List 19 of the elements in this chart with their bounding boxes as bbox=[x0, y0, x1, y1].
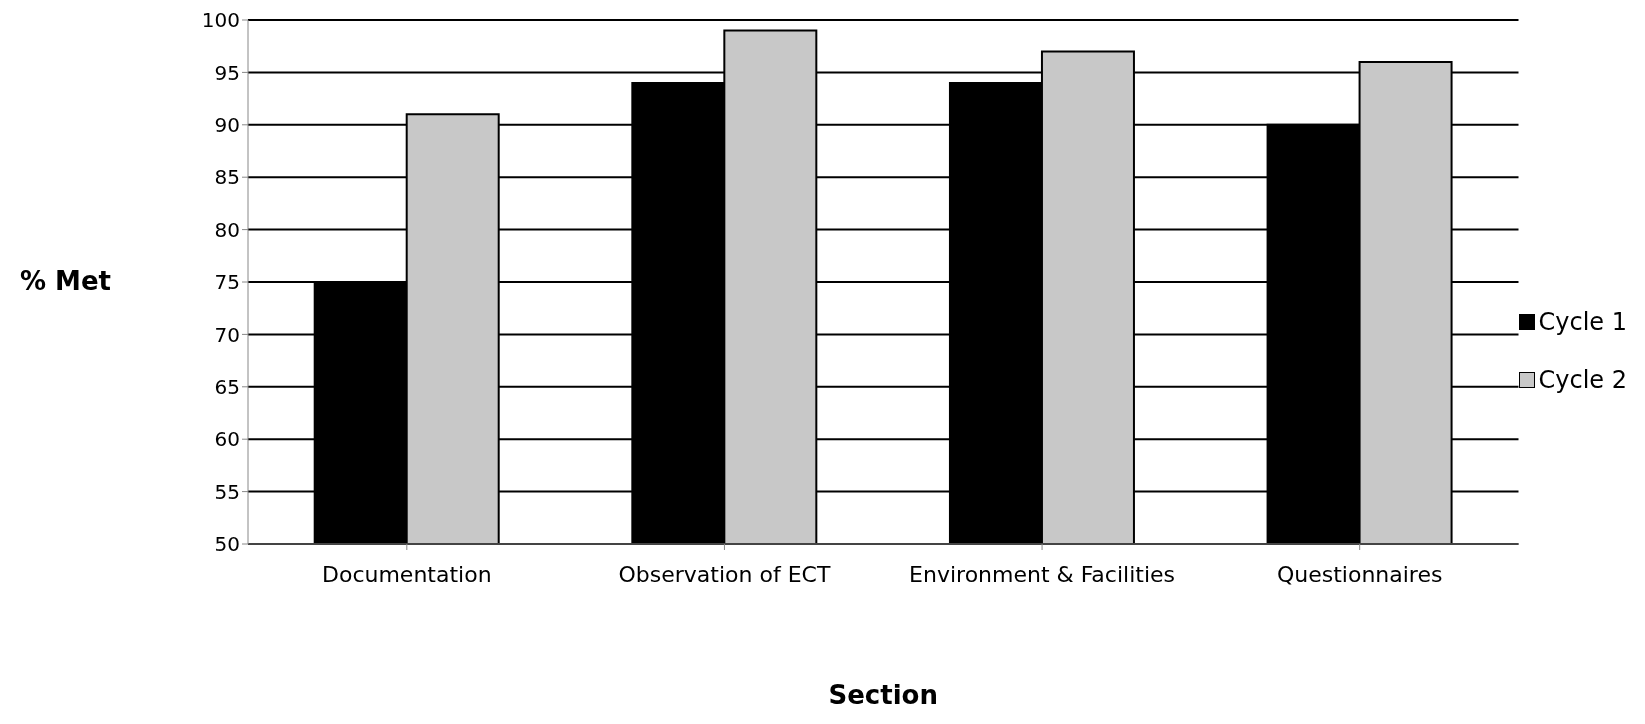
y-tick-label: 50 bbox=[214, 532, 240, 557]
y-tick-label: 60 bbox=[214, 427, 240, 452]
y-tick-label: 80 bbox=[214, 217, 240, 242]
y-tick-label: 100 bbox=[201, 8, 240, 33]
x-tick-label: Documentation bbox=[322, 561, 492, 587]
y-tick-label: 70 bbox=[214, 322, 240, 347]
x-tick-label: Environment & Facilities bbox=[909, 561, 1176, 587]
x-axis-title: Section bbox=[828, 680, 938, 710]
legend-label: Cycle 1 bbox=[1538, 308, 1627, 336]
y-axis-title: % Met bbox=[20, 265, 112, 296]
y-tick-label: 55 bbox=[214, 479, 240, 504]
y-tick-label: 75 bbox=[214, 270, 240, 295]
y-tick-label: 90 bbox=[214, 112, 240, 137]
legend-label: Cycle 2 bbox=[1538, 366, 1627, 394]
y-tick-label: 95 bbox=[214, 60, 240, 85]
y-tick-label: 65 bbox=[214, 374, 240, 399]
x-tick-label: Observation of ECT bbox=[618, 561, 831, 587]
x-tick-label: Questionnaires bbox=[1276, 561, 1443, 587]
y-tick-label: 85 bbox=[214, 165, 240, 190]
